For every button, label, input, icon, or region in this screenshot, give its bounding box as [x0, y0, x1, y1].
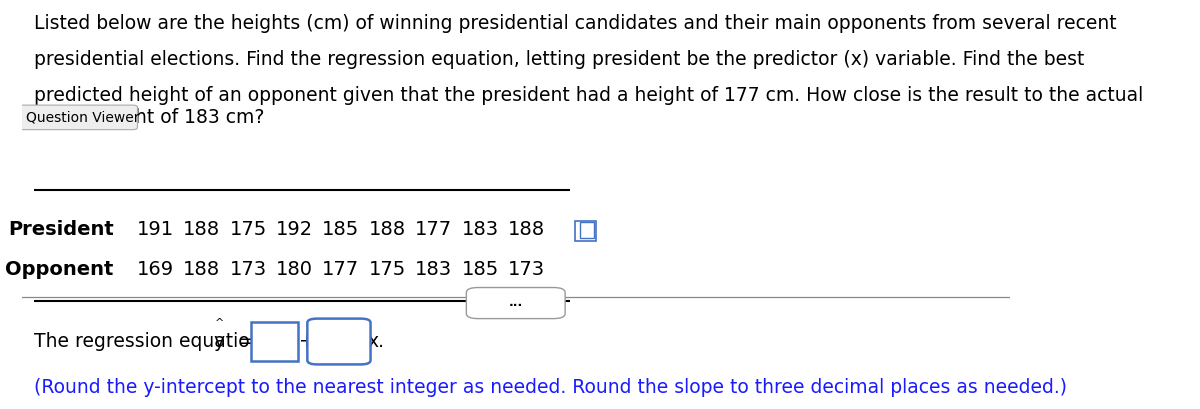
Text: x.: x.: [367, 332, 384, 351]
Text: 188: 188: [184, 220, 221, 238]
Text: ...: ...: [509, 296, 523, 309]
Text: 183: 183: [415, 261, 452, 279]
Text: 185: 185: [323, 220, 360, 238]
FancyBboxPatch shape: [575, 221, 595, 241]
Text: ^: ^: [215, 319, 224, 328]
FancyBboxPatch shape: [467, 288, 565, 319]
Text: The regression equation is: The regression equation is: [34, 332, 288, 351]
Text: 175: 175: [229, 220, 266, 238]
Text: 188: 188: [184, 261, 221, 279]
Text: 188: 188: [368, 220, 406, 238]
FancyBboxPatch shape: [307, 319, 371, 364]
FancyBboxPatch shape: [251, 322, 299, 361]
FancyBboxPatch shape: [17, 105, 138, 130]
Text: 177: 177: [415, 220, 452, 238]
Text: 177: 177: [323, 261, 360, 279]
Text: 191: 191: [137, 220, 174, 238]
Text: Opponent: Opponent: [5, 261, 114, 279]
Text: 175: 175: [368, 261, 406, 279]
Text: 180: 180: [276, 261, 313, 279]
Text: 183: 183: [462, 220, 499, 238]
Text: Listed below are the heights (cm) of winning presidential candidates and their m: Listed below are the heights (cm) of win…: [34, 14, 1116, 33]
Text: 192: 192: [276, 220, 313, 238]
FancyBboxPatch shape: [580, 222, 594, 238]
Text: (Round the y-intercept to the nearest integer as needed. Round the slope to thre: (Round the y-intercept to the nearest in…: [34, 378, 1067, 397]
Text: y: y: [214, 332, 224, 351]
Text: 185: 185: [462, 261, 499, 279]
Text: +: +: [300, 332, 316, 351]
Text: =: =: [233, 332, 254, 351]
Text: 173: 173: [229, 261, 266, 279]
Text: President: President: [8, 220, 114, 238]
Text: ht of 183 cm?: ht of 183 cm?: [136, 108, 265, 127]
Text: predicted height of an opponent given that the president had a height of 177 cm.: predicted height of an opponent given th…: [34, 86, 1142, 105]
Text: 169: 169: [137, 261, 174, 279]
Text: Question Viewer: Question Viewer: [26, 110, 139, 124]
Text: 188: 188: [508, 220, 545, 238]
Text: 173: 173: [508, 261, 545, 279]
Text: presidential elections. Find the regression equation, letting president be the p: presidential elections. Find the regress…: [34, 50, 1084, 69]
